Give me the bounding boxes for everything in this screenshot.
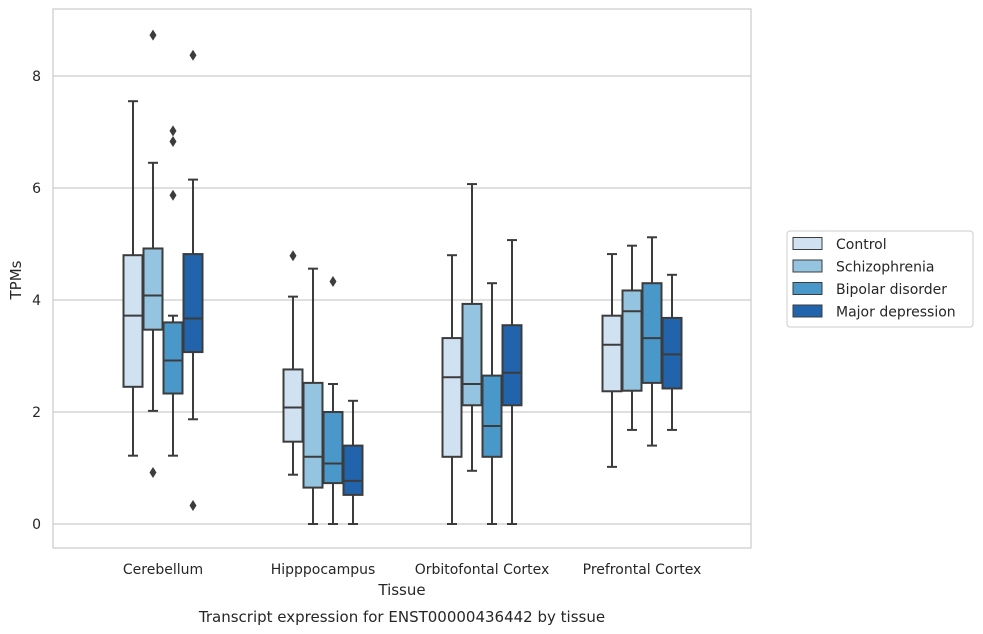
box-plot <box>461 183 483 472</box>
legend-frame <box>786 230 974 328</box>
legend-swatch <box>792 237 823 250</box>
outlier-point <box>169 136 177 148</box>
x-tick-labels: Cerebellum Hipppocampus Orbitofontal Corte… <box>123 562 701 578</box>
outlier-point <box>189 49 197 61</box>
box-iqr <box>461 302 483 407</box>
y-tick-label: 2 <box>32 405 41 421</box>
box-plot <box>661 273 683 431</box>
box-iqr <box>322 411 344 485</box>
box-plot <box>122 100 144 457</box>
box-plot <box>282 250 304 476</box>
x-axis-label: Tissue <box>377 581 425 599</box>
box-iqr <box>162 321 184 395</box>
box-plot <box>481 282 503 525</box>
box-iqr <box>441 337 463 458</box>
box-plot <box>162 125 184 457</box>
box-iqr <box>142 247 164 331</box>
outlier-point <box>329 276 337 288</box>
outlier-point <box>189 500 197 512</box>
box-iqr <box>302 381 324 489</box>
legend-label: Major depression <box>836 305 956 321</box>
box-plot <box>501 239 523 525</box>
legend-label: Control <box>836 237 887 253</box>
box-plot <box>182 49 204 512</box>
x-tick-label: Hipppocampus <box>271 562 376 578</box>
x-tick-label: Cerebellum <box>123 562 203 578</box>
y-tick-label: 8 <box>32 69 41 85</box>
legend-label: Schizophrenia <box>836 260 934 276</box>
box-plot <box>142 29 164 478</box>
legend: Control Schizophrenia Bipolar disorder Majo… <box>786 230 974 328</box>
outlier-point <box>289 250 297 262</box>
box-plot <box>601 253 623 468</box>
y-tick-labels: 0 2 4 6 8 <box>32 69 41 533</box>
outlier-point <box>149 466 157 478</box>
plot-area <box>52 8 752 549</box>
x-tick-label: Orbitofontal Cortex <box>415 562 550 578</box>
box-iqr <box>641 282 663 384</box>
outlier-point <box>149 29 157 41</box>
y-tick-label: 4 <box>32 293 41 309</box>
box-plot <box>342 399 364 525</box>
box-iqr <box>621 289 643 392</box>
box-plot <box>641 236 663 447</box>
legend-label: Bipolar disorder <box>836 282 947 298</box>
box-iqr <box>501 324 523 407</box>
y-tick-label: 6 <box>32 181 41 197</box>
box-iqr <box>481 374 503 458</box>
box-plot <box>621 244 643 431</box>
legend-swatch <box>792 259 823 273</box>
legend-swatch <box>792 282 823 295</box>
y-tick-label: 0 <box>32 517 41 533</box>
chart-caption: Transcript expression for ENST0000043644… <box>198 608 605 626</box>
y-axis-label: TPMs <box>7 260 25 300</box>
x-tick-label: Prefrontal Cortex <box>583 562 702 578</box>
box-iqr <box>122 254 144 388</box>
box-iqr <box>661 316 683 390</box>
box-iqr <box>282 368 304 443</box>
box-iqr <box>601 314 623 393</box>
boxes-layer <box>122 29 683 525</box>
outlier-point <box>169 125 177 137</box>
box-iqr <box>342 444 364 496</box>
box-iqr <box>182 253 204 354</box>
gridlines <box>53 75 751 525</box>
outlier-point <box>169 189 177 201</box>
legend-swatch <box>792 304 823 318</box>
